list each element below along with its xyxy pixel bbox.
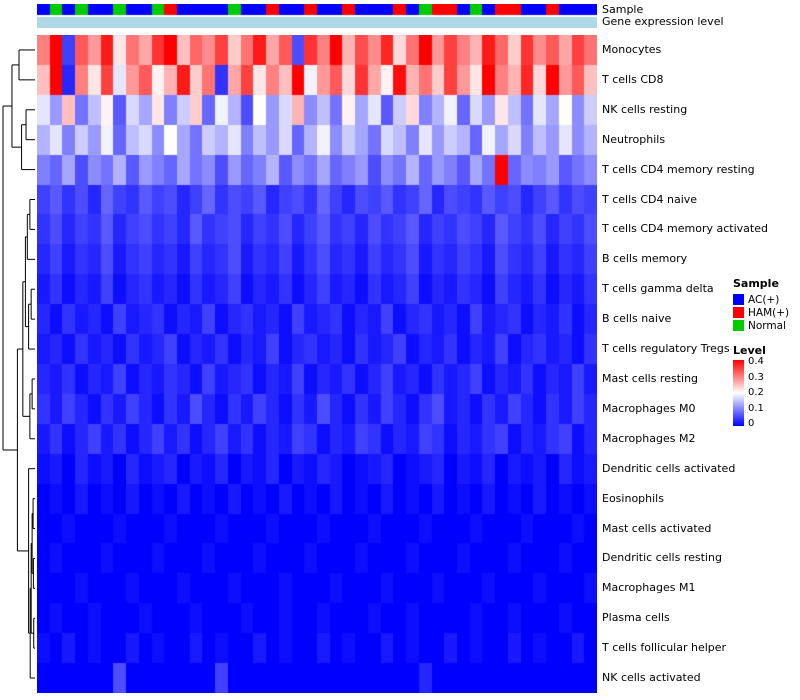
level-tick: 0 — [748, 418, 755, 429]
row-label: Mast cells activated — [602, 521, 712, 535]
legend-item-ac: AC(+) — [733, 293, 797, 306]
row-label: T cells CD4 memory activated — [602, 222, 768, 236]
row-label: NK cells activated — [602, 671, 701, 685]
row-dendrogram — [2, 49, 35, 679]
row-label: T cells CD4 naive — [602, 192, 698, 206]
level-ticks: 0.4 0.3 0.2 0.1 0 — [748, 357, 764, 429]
level-gradient-bar — [733, 360, 744, 426]
row-label: Neutrophils — [602, 132, 666, 146]
normal-color-swatch — [733, 320, 744, 331]
row-label: B cells naive — [602, 312, 672, 326]
legend-item-label: AC(+) — [748, 293, 780, 306]
ham-color-swatch — [733, 307, 744, 318]
row-label: T cells regulatory Tregs — [602, 342, 730, 356]
legend-item-ham: HAM(+) — [733, 306, 797, 319]
legend-item-normal: Normal — [733, 319, 797, 332]
row-label: Monocytes — [602, 42, 662, 56]
row-label: Dendritic cells activated — [602, 461, 736, 475]
ac-color-swatch — [733, 294, 744, 305]
row-label: Macrophages M2 — [602, 431, 696, 445]
row-label: T cells CD8 — [602, 72, 664, 86]
row-label: Macrophages M0 — [602, 401, 696, 415]
sample-legend-title: Sample — [733, 277, 779, 290]
row-label: T cells CD4 memory resting — [602, 162, 755, 176]
row-label: Eosinophils — [602, 491, 664, 505]
row-label: T cells gamma delta — [602, 282, 714, 296]
row-labels-column: Monocytes T cells CD8 NK cells resting Neut… — [602, 35, 768, 693]
column-annotation-bars — [37, 4, 597, 28]
sample-annotation-label: Sample — [602, 3, 644, 16]
legend-item-label: HAM(+) — [748, 306, 790, 319]
row-label: Plasma cells — [602, 611, 670, 625]
row-label: Mast cells resting — [602, 371, 699, 385]
row-label: B cells memory — [602, 252, 688, 266]
heatmap-canvas — [37, 35, 597, 693]
level-legend-title: Level — [733, 344, 766, 357]
row-label: NK cells resting — [602, 102, 688, 116]
gene-expression-annotation-label: Gene expression level — [602, 15, 724, 28]
row-label: Dendritic cells resting — [602, 551, 722, 565]
row-label: Macrophages M1 — [602, 581, 696, 595]
level-tick: 0.4 — [748, 356, 764, 367]
legend-panel: Sample AC(+) HAM(+) Normal Level 0.4 0.3… — [733, 277, 797, 429]
level-tick: 0.3 — [748, 371, 764, 383]
level-tick: 0.1 — [748, 402, 764, 414]
level-tick: 0.2 — [748, 387, 764, 398]
legend-item-label: Normal — [748, 319, 786, 332]
row-label: T cells follicular helper — [602, 641, 727, 655]
level-legend: 0.4 0.3 0.2 0.1 0 — [733, 357, 797, 429]
